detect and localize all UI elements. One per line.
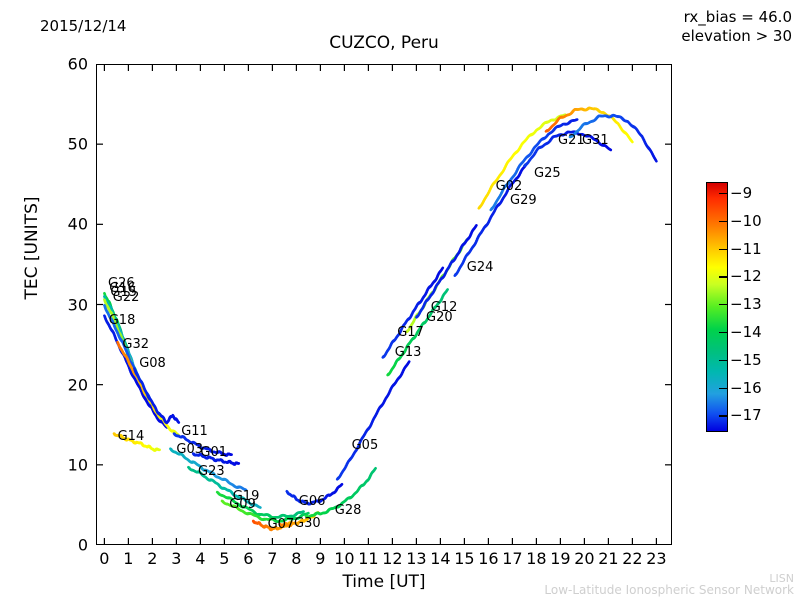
series-label-g03: G03 [176, 442, 204, 458]
rx-bias-annotation: rx_bias = 46.0 [683, 8, 792, 26]
colorbar-tick-label: −12 [730, 267, 762, 286]
x-tick-label: 2 [147, 549, 158, 568]
y-tick-label: 0 [77, 535, 88, 555]
colorbar-tick-label: −11 [730, 239, 762, 258]
x-tick-label: 13 [406, 549, 427, 568]
y-tick-label: 10 [67, 455, 88, 475]
colorbar-gradient [706, 182, 728, 432]
series-label-g11: G11 [181, 423, 208, 439]
series-label-g18: G18 [108, 312, 136, 328]
colorbar: −9 −10 −11 −12 −13 −14 −15 −16 −17 [706, 182, 762, 432]
x-tick-label: 4 [195, 549, 206, 568]
x-tick-label: 1 [123, 549, 134, 568]
colorbar-tick-mark [719, 387, 728, 389]
series-label-g02: G02 [495, 178, 523, 194]
colorbar-tick-label: −16 [730, 378, 762, 397]
series-label-g13: G13 [394, 344, 422, 360]
y-axis-title: TEC [UNITS] [22, 196, 42, 300]
series-label-g28: G28 [334, 503, 362, 519]
series-label-g24: G24 [466, 259, 494, 275]
plot-canvas [96, 64, 672, 545]
x-axis-title: Time [UT] [342, 572, 426, 592]
x-tick-label: 9 [315, 549, 326, 568]
series-label-g07: G07 [267, 516, 295, 532]
elevation-annotation: elevation > 30 [681, 27, 792, 45]
series-label-g22: G22 [112, 290, 140, 306]
x-axis-ticks: 0 1 2 3 4 5 6 7 8 9 10 11 12 13 14 15 16 17 18 19 20 21 22 23 [96, 549, 672, 573]
y-tick-label: 30 [67, 295, 88, 314]
watermark-acronym: LISN [769, 572, 794, 585]
x-tick-label: 8 [291, 549, 302, 568]
series-label-g31: G31 [582, 132, 609, 148]
x-tick-label: 7 [267, 549, 278, 568]
series-label-g29: G29 [510, 193, 537, 209]
x-tick-label: 5 [219, 549, 230, 568]
colorbar-tick-mark [719, 415, 728, 417]
colorbar-tick-label: −9 [730, 184, 753, 203]
x-tick-label: 3 [171, 549, 182, 568]
series-label-g09: G09 [229, 496, 256, 512]
series-label-g06: G06 [298, 493, 326, 509]
colorbar-tick-label: −15 [730, 350, 762, 369]
x-tick-label: 17 [502, 549, 523, 568]
annotation-block: rx_bias = 46.0 elevation > 30 [681, 8, 792, 46]
x-tick-label: 16 [478, 549, 499, 568]
series-label-g20: G20 [426, 310, 453, 326]
series-label-g23: G23 [198, 464, 225, 480]
series-label-g17: G17 [397, 325, 424, 341]
colorbar-tick-mark [719, 332, 728, 334]
colorbar-tick-mark [719, 248, 728, 250]
x-tick-label: 20 [574, 549, 595, 568]
series-label-g12: G12 [430, 299, 458, 315]
date-label: 2015/12/14 [40, 17, 127, 35]
plot-title: CUZCO, Peru [329, 33, 439, 53]
series-label-g05: G05 [351, 438, 379, 454]
series-label-g21: G21 [558, 132, 585, 148]
x-tick-label: 19 [550, 549, 571, 568]
x-tick-label: 10 [334, 549, 355, 568]
x-tick-label: 6 [243, 549, 254, 568]
colorbar-tick-mark [719, 193, 728, 195]
x-tick-label: 23 [646, 549, 667, 568]
colorbar-tick-mark [719, 304, 728, 306]
series-label-g30: G30 [294, 516, 321, 532]
watermark-full: Low-Latitude Ionospheric Sensor Network [544, 583, 794, 597]
x-tick-label: 15 [454, 549, 475, 568]
y-tick-label: 20 [67, 375, 88, 395]
series-label-g32: G32 [122, 337, 150, 353]
x-tick-label: 12 [382, 549, 403, 568]
colorbar-tick-mark [719, 359, 728, 361]
colorbar-tick-mark [719, 276, 728, 278]
colorbar-tick-label: −10 [730, 211, 762, 230]
y-axis-ticks: 0 10 20 30 40 50 60 [42, 55, 88, 555]
y-tick-label: 40 [67, 214, 88, 234]
series-label-g15: G15 [110, 285, 138, 301]
series-label-g01: G01 [200, 444, 228, 460]
x-tick-label: 22 [622, 549, 643, 568]
series-label-g26: G26 [108, 275, 135, 291]
x-tick-label: 18 [526, 549, 547, 568]
series-label-g08: G08 [139, 355, 166, 371]
series-label-g19: G19 [232, 488, 260, 504]
series-label-g14: G14 [117, 428, 145, 444]
series-label-g16: G16 [109, 281, 136, 297]
x-tick-label: 21 [598, 549, 619, 568]
colorbar-tick-label: −17 [730, 406, 762, 425]
series-label-g25: G25 [534, 165, 561, 181]
colorbar-tick-label: −13 [730, 295, 762, 314]
x-tick-label: 11 [358, 549, 379, 568]
x-tick-label: 14 [430, 549, 451, 568]
y-tick-label: 50 [67, 134, 88, 154]
x-tick-label: 0 [99, 549, 110, 568]
colorbar-tick-label: −14 [730, 323, 762, 341]
y-tick-label: 60 [67, 54, 88, 74]
colorbar-tick-mark [719, 220, 728, 223]
